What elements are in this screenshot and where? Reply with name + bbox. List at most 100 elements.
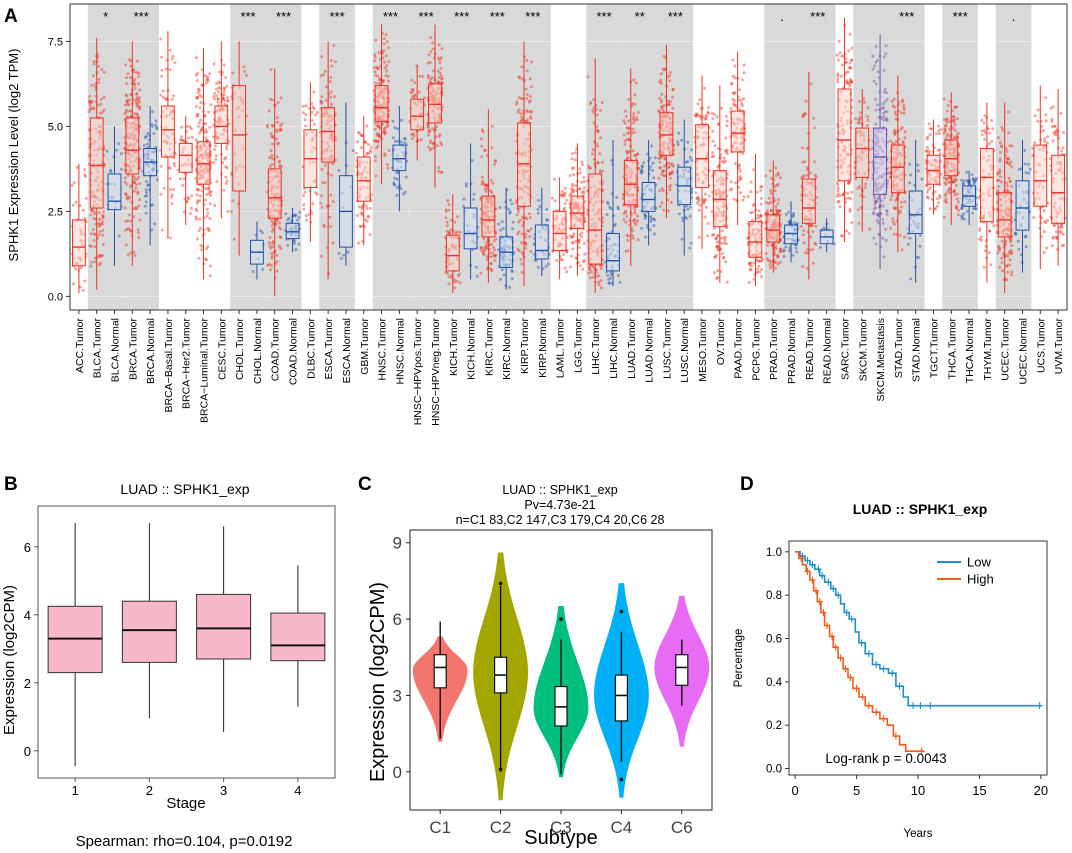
point xyxy=(232,237,236,241)
point xyxy=(275,155,279,159)
point xyxy=(168,177,172,181)
point xyxy=(588,268,592,272)
point xyxy=(225,179,229,183)
point xyxy=(194,215,198,219)
point xyxy=(124,219,128,223)
point xyxy=(599,286,603,290)
point xyxy=(129,251,133,255)
point xyxy=(89,101,93,104)
point xyxy=(452,278,456,282)
point xyxy=(725,280,729,284)
point xyxy=(668,100,672,104)
point xyxy=(690,148,694,152)
point xyxy=(196,71,200,75)
point xyxy=(952,120,956,124)
point xyxy=(899,111,903,115)
point xyxy=(739,177,743,181)
point xyxy=(570,189,574,193)
point xyxy=(965,210,969,213)
point xyxy=(378,135,382,139)
point xyxy=(372,139,376,143)
point xyxy=(90,99,94,103)
point xyxy=(873,196,877,200)
point xyxy=(937,124,940,128)
point xyxy=(170,57,174,61)
point xyxy=(676,140,680,144)
point xyxy=(337,251,341,255)
point xyxy=(768,201,772,204)
point xyxy=(988,142,991,146)
point xyxy=(712,227,716,231)
point xyxy=(92,74,95,78)
point xyxy=(716,244,720,248)
point xyxy=(74,267,78,271)
point xyxy=(123,206,127,210)
point xyxy=(208,190,212,193)
point xyxy=(128,184,132,188)
point xyxy=(278,235,282,239)
point xyxy=(218,70,222,74)
point xyxy=(72,282,75,286)
point xyxy=(671,106,675,110)
point xyxy=(99,98,103,101)
point xyxy=(270,153,274,157)
point xyxy=(563,266,567,270)
point xyxy=(383,129,387,133)
point xyxy=(890,99,894,103)
point xyxy=(319,99,323,103)
point xyxy=(277,160,281,164)
point xyxy=(323,181,327,185)
point xyxy=(776,254,780,258)
point xyxy=(623,209,627,213)
point xyxy=(703,215,707,219)
point xyxy=(360,207,364,211)
point xyxy=(376,121,380,125)
point xyxy=(268,156,272,160)
point xyxy=(279,236,283,239)
point xyxy=(100,222,104,226)
point xyxy=(447,275,451,279)
point xyxy=(208,72,212,76)
point xyxy=(386,124,390,128)
point xyxy=(695,112,699,116)
point xyxy=(948,120,951,124)
point xyxy=(125,100,129,104)
point xyxy=(881,218,885,221)
point xyxy=(955,197,959,201)
point xyxy=(571,152,574,156)
point xyxy=(773,266,777,270)
point xyxy=(881,221,885,225)
point xyxy=(439,74,443,78)
point xyxy=(446,199,450,203)
point xyxy=(1010,165,1014,169)
point xyxy=(944,124,948,128)
point xyxy=(126,103,129,107)
point xyxy=(970,173,974,177)
point xyxy=(606,200,609,204)
point xyxy=(636,214,640,218)
point xyxy=(195,187,199,191)
point xyxy=(203,113,207,117)
point xyxy=(862,100,866,104)
point xyxy=(492,246,496,249)
point xyxy=(525,69,529,73)
point xyxy=(489,178,493,182)
point xyxy=(677,131,681,135)
point xyxy=(132,79,136,83)
point xyxy=(90,208,93,212)
point xyxy=(927,149,931,153)
point xyxy=(395,171,399,175)
point xyxy=(129,92,133,96)
point xyxy=(578,167,582,171)
point xyxy=(857,221,861,225)
point xyxy=(764,201,768,204)
point xyxy=(634,81,638,85)
point xyxy=(659,100,663,104)
point xyxy=(126,194,129,198)
point xyxy=(733,162,737,165)
point xyxy=(399,118,403,122)
point xyxy=(115,148,118,152)
point xyxy=(802,229,806,232)
point xyxy=(206,77,210,81)
point xyxy=(376,124,380,128)
